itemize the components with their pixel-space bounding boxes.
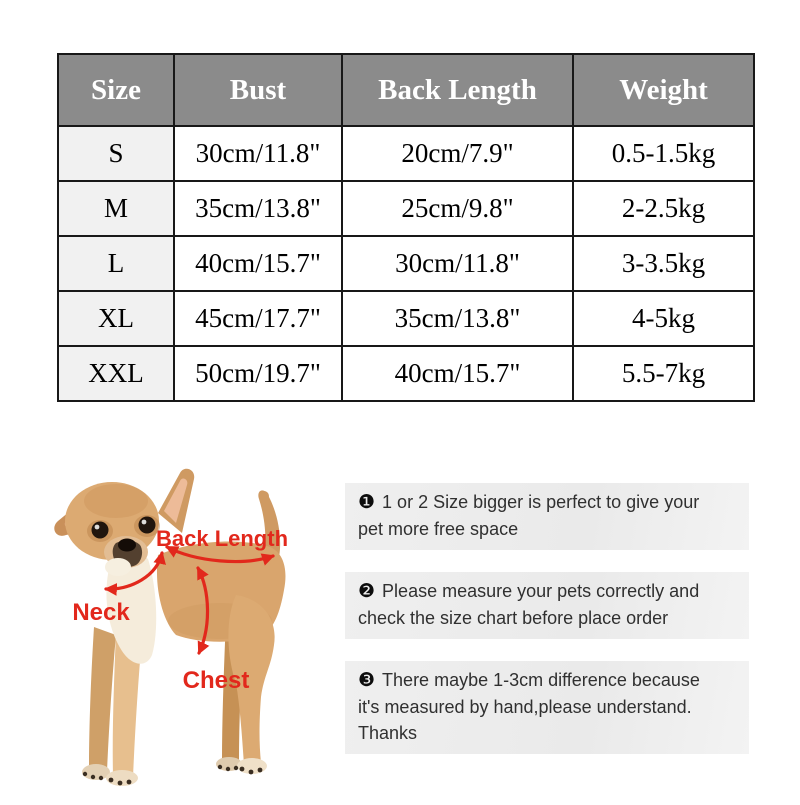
size-cell: M (57, 180, 175, 237)
table-row-m: M 35cm/13.8" 25cm/9.8" 2-2.5kg (57, 180, 755, 237)
chest-label: Chest (183, 667, 250, 694)
size-cell: XXL (57, 345, 175, 402)
back-length-cell: 35cm/13.8" (341, 290, 574, 347)
note-3: ❸ There maybe 1-3cm difference because it… (345, 661, 749, 754)
weight-cell: 5.5-7kg (572, 345, 755, 402)
measurement-annotations (104, 545, 275, 655)
weight-cell: 2-2.5kg (572, 180, 755, 237)
weight-cell: 4-5kg (572, 290, 755, 347)
dog-illustration (54, 468, 286, 786)
weight-cell: 3-3.5kg (572, 235, 755, 292)
note-line: ❸ There maybe 1-3cm difference because (358, 667, 737, 694)
dog-diagram-svg: Back Length Neck Chest (54, 468, 288, 786)
back-length-cell: 40cm/15.7" (341, 345, 574, 402)
back-length-arrow (165, 545, 275, 566)
size-cell: L (57, 235, 175, 292)
note-line: check the size chart before place order (358, 608, 669, 628)
note-line: ❶ 1 or 2 Size bigger is perfect to give y… (358, 489, 737, 516)
note-2: ❷ Please measure your pets correctly and … (345, 572, 749, 639)
table-row-s: S 30cm/11.8" 20cm/7.9" 0.5-1.5kg (57, 125, 755, 182)
neck-label: Neck (72, 599, 130, 626)
dog-measurement-diagram: Back Length Neck Chest (30, 455, 350, 800)
note-line: Thanks (358, 723, 418, 743)
col-header-size: Size (57, 53, 175, 127)
chest-arrow (196, 566, 210, 655)
note-1-text: 1 or 2 Size bigger is perfect to give yo… (382, 492, 700, 512)
bust-cell: 40cm/15.7" (173, 235, 343, 292)
col-header-bust: Bust (173, 53, 343, 127)
bust-cell: 50cm/19.7" (173, 345, 343, 402)
note-line: ❷ Please measure your pets correctly and (358, 578, 737, 605)
bust-cell: 35cm/13.8" (173, 180, 343, 237)
note-3-text: There maybe 1-3cm difference because (382, 670, 700, 690)
table-row-xxl: XXL 50cm/19.7" 40cm/15.7" 5.5-7kg (57, 345, 755, 402)
back-length-cell: 25cm/9.8" (341, 180, 574, 237)
neck-arrow (104, 551, 166, 596)
note-line: pet more free space (358, 519, 519, 539)
note-3-bullet-icon: ❸ (358, 670, 376, 691)
size-chart-table: Size Bust Back Length Weight S 30cm/11.8… (57, 53, 755, 402)
table-row-xl: XL 45cm/17.7" 35cm/13.8" 4-5kg (57, 290, 755, 347)
note-1: ❶ 1 or 2 Size bigger is perfect to give y… (345, 483, 749, 550)
bust-cell: 45cm/17.7" (173, 290, 343, 347)
back-length-label: Back Length (156, 526, 288, 551)
bust-cell: 30cm/11.8" (173, 125, 343, 182)
size-cell: S (57, 125, 175, 182)
note-line: it's measured by hand,please understand. (358, 697, 692, 717)
size-cell: XL (57, 290, 175, 347)
weight-cell: 0.5-1.5kg (572, 125, 755, 182)
note-1-bullet-icon: ❶ (358, 492, 376, 513)
back-length-cell: 30cm/11.8" (341, 235, 574, 292)
note-2-bullet-icon: ❷ (358, 581, 376, 602)
col-header-weight: Weight (572, 53, 755, 127)
col-header-back-length: Back Length (341, 53, 574, 127)
table-row-l: L 40cm/15.7" 30cm/11.8" 3-3.5kg (57, 235, 755, 292)
header-row: Size Bust Back Length Weight (57, 53, 755, 127)
back-length-cell: 20cm/7.9" (341, 125, 574, 182)
note-2-text: Please measure your pets correctly and (382, 581, 700, 601)
